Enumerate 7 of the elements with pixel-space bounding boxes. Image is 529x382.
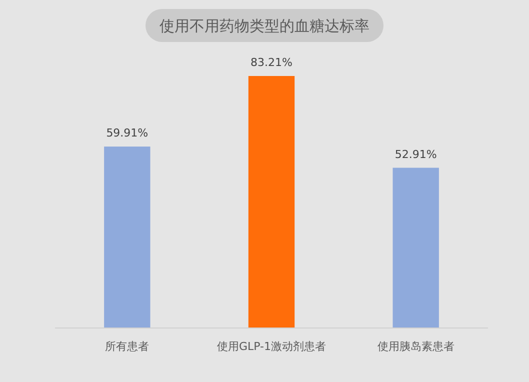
x-tick-label: 使用GLP-1激动剂患者 (216, 340, 326, 353)
data-label: 59.91% (106, 126, 148, 140)
x-tick-label: 所有患者 (105, 340, 150, 353)
chart-title: 使用不用药物类型的血糖达标率 (160, 17, 370, 35)
data-label: 52.91% (394, 148, 437, 161)
x-tick-label: 使用胰岛素患者 (377, 340, 454, 353)
data-label: 83.21% (250, 56, 292, 69)
